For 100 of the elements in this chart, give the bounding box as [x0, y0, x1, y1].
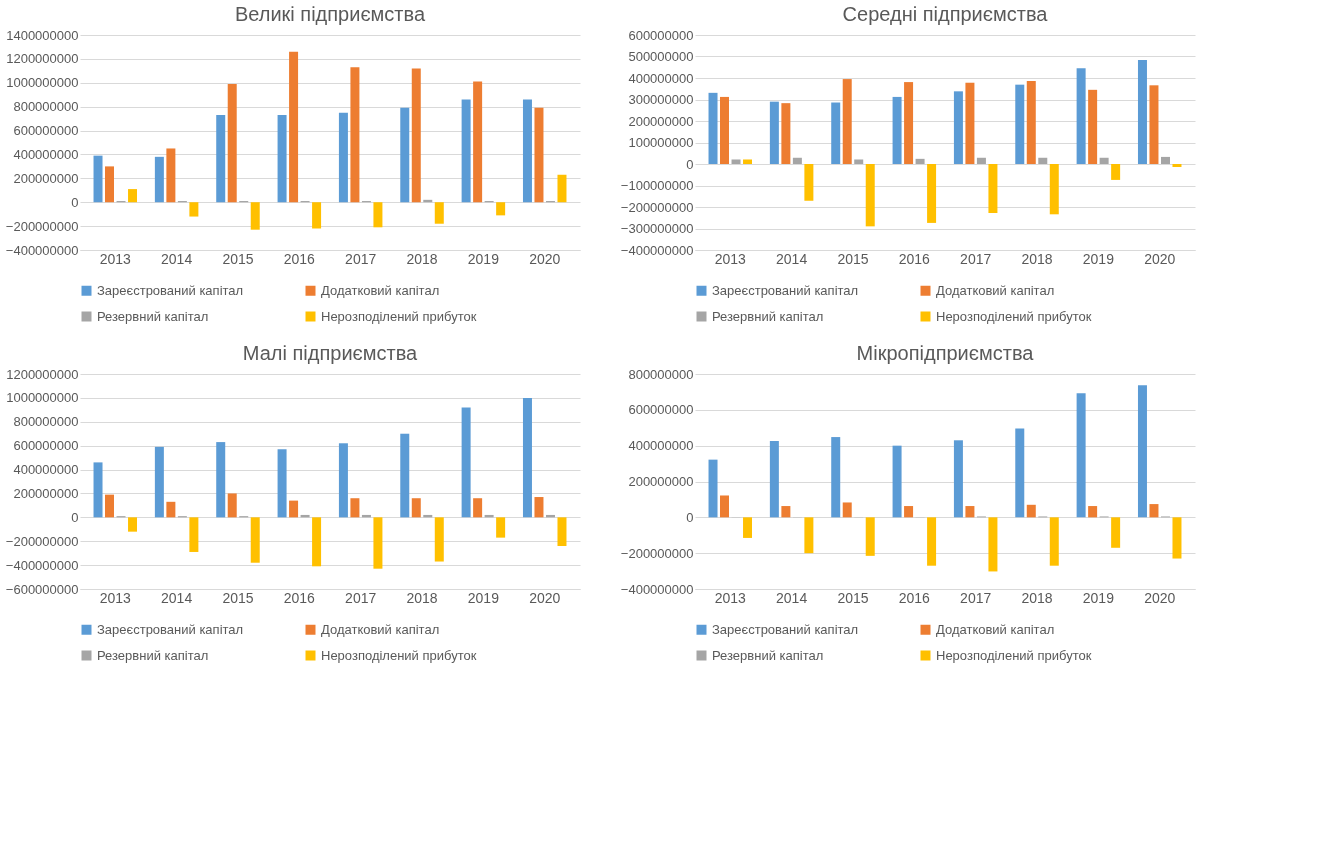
- bar: [708, 459, 718, 518]
- bar: [1038, 157, 1048, 164]
- bar: [411, 68, 421, 203]
- x-tick-label: 2015: [222, 250, 254, 267]
- bar: [1149, 85, 1159, 164]
- bar: [216, 115, 226, 203]
- bar: [854, 159, 864, 164]
- bar: [1015, 428, 1025, 518]
- bar: [128, 189, 138, 203]
- y-tick-label: 600000000: [628, 402, 694, 418]
- legend-label: Додатковий капітал: [936, 282, 1055, 298]
- bar: [842, 502, 852, 518]
- bar: [473, 498, 483, 518]
- y-tick-label: 1000000000: [6, 390, 79, 406]
- bar: [1172, 164, 1182, 168]
- bar: [411, 498, 421, 518]
- bar: [769, 101, 779, 164]
- legend-label: Резервний капітал: [712, 647, 824, 663]
- bar: [720, 96, 730, 164]
- bar: [976, 157, 986, 164]
- x-tick-label: 2017: [345, 250, 377, 267]
- bar: [522, 99, 532, 203]
- bar: [953, 91, 963, 164]
- legend-label: Додатковий капітал: [936, 621, 1055, 637]
- bar: [792, 157, 802, 164]
- bar: [743, 159, 753, 164]
- bar: [93, 155, 103, 203]
- bar: [1076, 393, 1086, 518]
- y-tick-label: −100000000: [620, 178, 694, 193]
- y-tick-label: 400000000: [628, 438, 694, 454]
- chart-title: Середні підприємства: [842, 3, 1049, 25]
- bar: [128, 517, 138, 532]
- y-tick-label: 1200000000: [6, 366, 79, 382]
- bar: [743, 517, 753, 538]
- bar: [1026, 504, 1036, 518]
- y-tick-label: 800000000: [13, 414, 79, 430]
- legend-label: Зареєстрований капітал: [712, 621, 859, 637]
- x-tick-label: 2017: [345, 589, 377, 606]
- bar: [461, 99, 471, 203]
- y-tick-label: −200000000: [620, 545, 694, 561]
- bar: [1088, 89, 1098, 164]
- bar: [400, 433, 410, 518]
- bar: [769, 441, 779, 518]
- bar: [708, 92, 718, 164]
- bar: [1026, 81, 1036, 164]
- y-tick-label: 100000000: [628, 135, 694, 150]
- bar: [227, 83, 237, 203]
- y-tick-label: 200000000: [13, 170, 79, 186]
- bar: [496, 202, 506, 216]
- x-tick-label: 2016: [283, 250, 316, 267]
- x-tick-label: 2019: [1082, 589, 1115, 606]
- bar: [216, 442, 226, 518]
- bar: [892, 96, 902, 164]
- x-tick-label: 2015: [837, 250, 869, 267]
- x-tick-label: 2016: [898, 250, 931, 267]
- bar: [534, 107, 544, 203]
- bar: [720, 495, 730, 518]
- y-tick-label: −300000000: [620, 221, 694, 236]
- bar: [277, 449, 287, 518]
- legend-label: Зареєстрований капітал: [97, 621, 244, 637]
- legend-label: Резервний капітал: [712, 308, 824, 324]
- chart-title: Малі підприємства: [242, 342, 419, 364]
- y-tick-label: −200000000: [5, 218, 79, 234]
- x-tick-label: 2018: [406, 589, 438, 606]
- x-tick-label: 2018: [1021, 589, 1053, 606]
- x-tick-label: 2018: [1021, 250, 1053, 267]
- bar: [865, 164, 875, 227]
- bar: [189, 202, 199, 217]
- legend-label: Зареєстрований капітал: [712, 282, 859, 298]
- y-tick-label: 400000000: [628, 70, 694, 86]
- x-tick-label: 2015: [222, 589, 254, 606]
- legend-label: Додатковий капітал: [321, 621, 440, 637]
- y-tick-label: 600000000: [13, 123, 79, 139]
- bar: [373, 517, 383, 569]
- bar: [166, 501, 176, 518]
- y-tick-label: 0: [71, 194, 79, 210]
- x-tick-label: 2013: [714, 589, 747, 606]
- x-tick-label: 2016: [283, 589, 316, 606]
- y-tick-label: −400000000: [620, 242, 694, 258]
- y-tick-label: 800000000: [13, 99, 79, 115]
- bar: [904, 82, 914, 164]
- bar: [250, 202, 260, 230]
- y-tick-label: 0: [686, 509, 694, 525]
- chart-title: Великі підприємства: [234, 3, 426, 25]
- bar: [927, 517, 937, 566]
- y-tick-label: 1400000000: [6, 27, 79, 43]
- bar: [1015, 84, 1025, 164]
- bar: [154, 156, 164, 203]
- bar: [534, 497, 544, 518]
- x-tick-label: 2014: [776, 250, 808, 267]
- y-tick-label: 200000000: [628, 474, 694, 489]
- bar: [350, 67, 360, 203]
- chart-title: Мікропідприємства: [856, 342, 1035, 364]
- bar: [831, 102, 841, 164]
- bar: [434, 202, 444, 224]
- legend-label: Резервний капітал: [97, 308, 209, 324]
- y-tick-label: −600000000: [5, 581, 79, 597]
- y-tick-label: 1000000000: [6, 75, 79, 91]
- bar: [557, 174, 567, 203]
- y-tick-label: −200000000: [620, 199, 694, 215]
